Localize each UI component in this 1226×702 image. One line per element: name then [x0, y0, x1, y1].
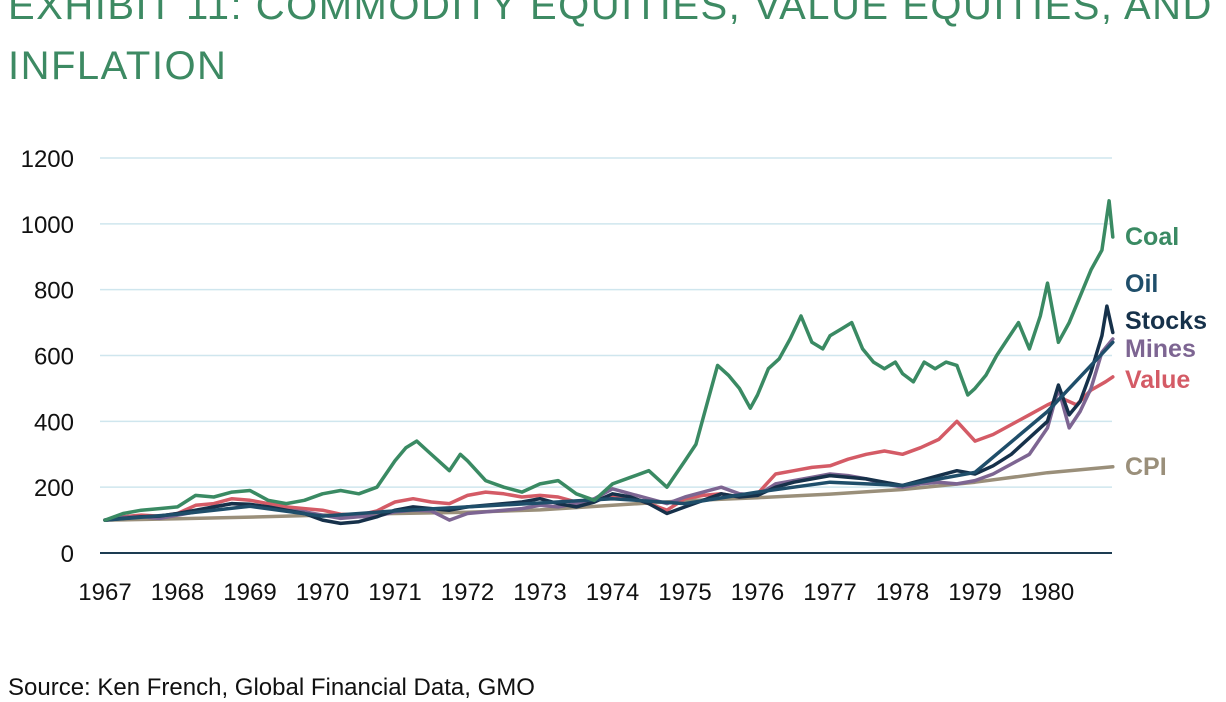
- y-tick-label-1000: 1000: [21, 212, 74, 239]
- chart-title-line-2: INFLATION: [8, 44, 228, 88]
- series-label-value: Value: [1125, 366, 1190, 394]
- chart-title-line-1: EXHIBIT 11: COMMODITY EQUITIES, VALUE EQ…: [8, 0, 1213, 28]
- series-label-mines: Mines: [1125, 335, 1196, 363]
- y-tick-label-200: 200: [34, 475, 74, 502]
- line-chart: 0 200 400 600 800 1000 1200 1967 1968 1969 1970 197…: [21, 146, 1207, 606]
- chart-title: EXHIBIT 11: COMMODITY EQUITIES, VALUE EQ…: [8, 0, 1213, 96]
- series-line-oil: [103, 340, 1115, 522]
- series-line-coal: [103, 199, 1115, 522]
- x-tick-label-1978: 1978: [876, 579, 929, 606]
- y-tick-label-400: 400: [34, 409, 74, 436]
- x-tick-label-1979: 1979: [948, 579, 1001, 606]
- source-note: Source: Ken French, Global Financial Dat…: [8, 674, 535, 701]
- x-tick-label-1968: 1968: [151, 579, 204, 606]
- x-tick-label-1975: 1975: [658, 579, 711, 606]
- x-tick-label-1977: 1977: [803, 579, 856, 606]
- y-tick-label-800: 800: [34, 278, 74, 305]
- y-tick-label-0: 0: [61, 541, 74, 568]
- series-label-coal: Coal: [1125, 223, 1179, 251]
- series-label-oil: Oil: [1125, 270, 1158, 298]
- x-tick-label-1980: 1980: [1021, 579, 1074, 606]
- y-tick-label-1200: 1200: [21, 146, 74, 173]
- x-tick-label-1973: 1973: [513, 579, 566, 606]
- x-tick-label-1974: 1974: [586, 579, 639, 606]
- x-tick-label-1972: 1972: [441, 579, 494, 606]
- x-tick-label-1970: 1970: [296, 579, 349, 606]
- x-tick-label-1971: 1971: [368, 579, 421, 606]
- x-tick-label-1967: 1967: [78, 579, 131, 606]
- series-label-stocks: Stocks: [1125, 307, 1207, 335]
- y-tick-label-600: 600: [34, 344, 74, 371]
- x-tick-label-1976: 1976: [731, 579, 784, 606]
- x-tick-label-1969: 1969: [223, 579, 276, 606]
- series-label-cpi: CPI: [1125, 453, 1167, 481]
